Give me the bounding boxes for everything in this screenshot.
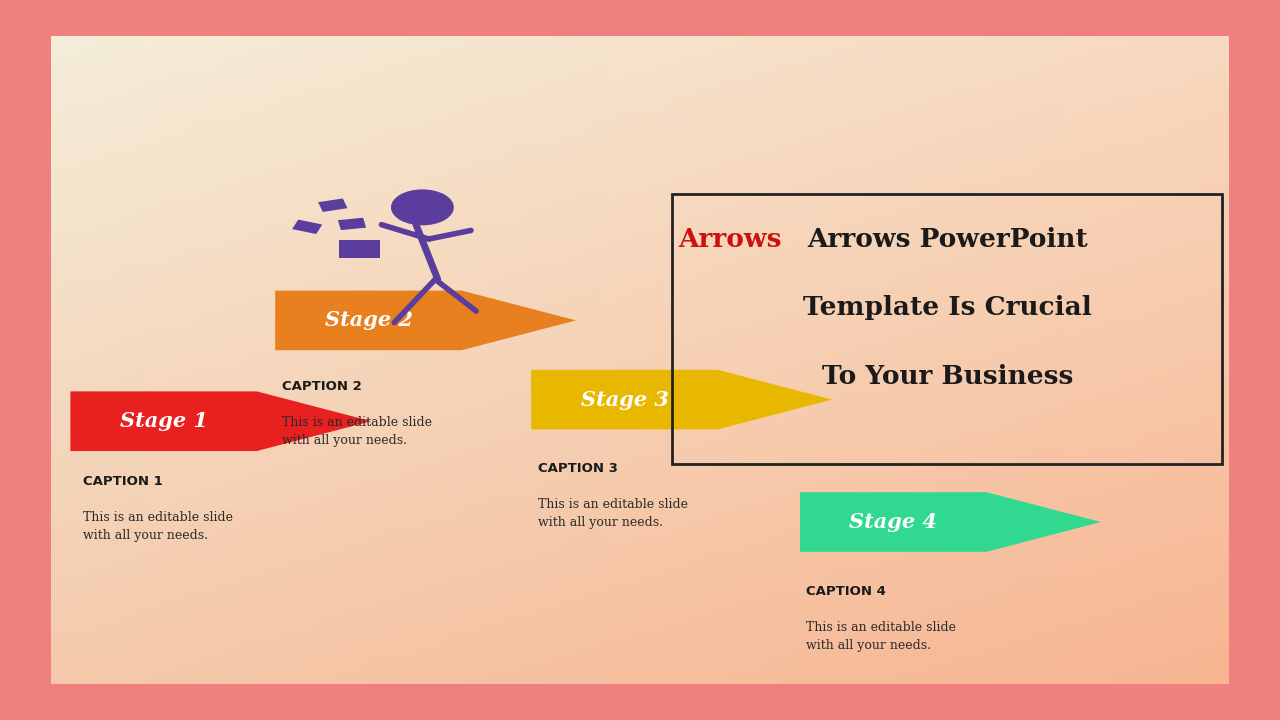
Bar	[339, 240, 380, 258]
Polygon shape	[338, 217, 366, 230]
Text: CAPTION 1: CAPTION 1	[83, 475, 163, 488]
Text: Stage 3: Stage 3	[581, 390, 668, 410]
Text: This is an editable slide
with all your needs.: This is an editable slide with all your …	[806, 621, 956, 652]
Text: Stage 4: Stage 4	[850, 512, 937, 532]
Polygon shape	[531, 370, 832, 429]
Polygon shape	[319, 199, 347, 212]
Text: Arrows: Arrows	[678, 227, 782, 252]
Text: Stage 1: Stage 1	[120, 411, 207, 431]
Text: This is an editable slide
with all your needs.: This is an editable slide with all your …	[538, 498, 687, 529]
Text: CAPTION 2: CAPTION 2	[282, 380, 361, 393]
Text: CAPTION 3: CAPTION 3	[538, 462, 617, 475]
Text: CAPTION 4: CAPTION 4	[806, 585, 886, 598]
Text: Stage 2: Stage 2	[325, 310, 412, 330]
Polygon shape	[800, 492, 1101, 552]
Polygon shape	[292, 220, 323, 234]
Text: Template Is Crucial: Template Is Crucial	[803, 295, 1092, 320]
Circle shape	[392, 190, 453, 225]
Polygon shape	[275, 291, 576, 350]
Polygon shape	[70, 392, 371, 451]
Text: Arrows PowerPoint: Arrows PowerPoint	[806, 227, 1088, 252]
Text: This is an editable slide
with all your needs.: This is an editable slide with all your …	[83, 511, 233, 542]
Text: This is an editable slide
with all your needs.: This is an editable slide with all your …	[282, 416, 431, 447]
Text: To Your Business: To Your Business	[822, 364, 1073, 389]
